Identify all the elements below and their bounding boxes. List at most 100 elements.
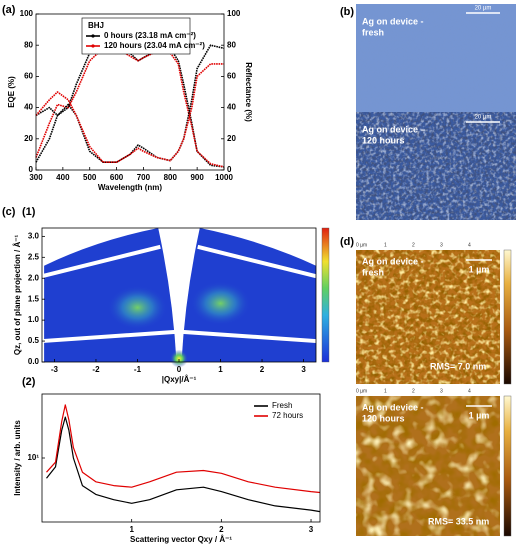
- rms-label: RMS= 7.0 nm: [430, 361, 486, 371]
- legend-box: [250, 398, 314, 424]
- y-tick-label: 60: [24, 72, 33, 81]
- map-region: [181, 228, 316, 362]
- y-axis-label: Qz, out of plane projection / Å⁻¹: [13, 235, 22, 356]
- x-tick-label: 2: [219, 525, 224, 534]
- panel-label: (a): [2, 4, 16, 16]
- x-tick-label: 3: [309, 525, 314, 534]
- y2-tick-label: 40: [227, 103, 236, 112]
- series-line: [46, 404, 321, 494]
- afm-tick-label: 0 µm: [356, 388, 367, 394]
- y2-tick-label: 60: [227, 72, 236, 81]
- y-axis-label: Intensity / arb. units: [13, 420, 22, 496]
- legend-label: Fresh: [272, 401, 292, 410]
- x-tick-label: 900: [190, 173, 204, 182]
- y-tick-label: 40: [24, 103, 33, 112]
- map-glow: [107, 285, 168, 330]
- y2-tick-label: 80: [227, 40, 236, 49]
- y-tick-label: 80: [24, 40, 33, 49]
- afm-tick-label: 1: [384, 388, 387, 394]
- image-caption: fresh: [362, 267, 384, 277]
- detector-gap: [182, 329, 317, 344]
- image-caption: Ag on device -: [362, 16, 424, 26]
- x-tick-label: 3: [301, 365, 306, 374]
- legend-marker: [91, 34, 95, 38]
- panel-label: (c): [2, 206, 16, 218]
- y-tick-label: 0: [29, 165, 34, 174]
- scale-bar-label: 1 µm: [469, 264, 490, 274]
- image-caption: Ag on device –: [362, 124, 426, 134]
- y-tick-label: 0.0: [28, 357, 40, 366]
- x-axis-label: |Qxy|/Å⁻¹: [162, 375, 197, 384]
- y-tick-label: 2.0: [28, 273, 40, 282]
- x-tick-label: 1: [129, 525, 134, 534]
- x-tick-label: 1000: [215, 173, 233, 182]
- image-caption: fresh: [362, 27, 384, 37]
- afm-tick-label: 2: [412, 242, 415, 248]
- y-tick-label: 1.5: [28, 294, 40, 303]
- y-tick-label: 0.5: [28, 336, 40, 345]
- y-tick-label: 10¹: [27, 453, 39, 462]
- series-line: [35, 44, 225, 163]
- scale-bar-label: 20 µm: [475, 6, 492, 12]
- x-tick-label: 700: [137, 173, 151, 182]
- detector-gap: [41, 329, 176, 344]
- y-tick-label: 1.0: [28, 315, 40, 324]
- y2-axis-label: Reflectance (%): [244, 62, 253, 122]
- panel-label: (b): [340, 6, 354, 18]
- rms-label: RMS= 33.5 nm: [428, 516, 489, 526]
- detector-gap: [197, 244, 317, 279]
- x-axis-label: Scattering vector Qxy / Å⁻¹: [130, 535, 232, 544]
- x-tick-label: 800: [164, 173, 178, 182]
- scale-bar-label: 20 µm: [475, 115, 492, 121]
- x-tick-label: 1: [218, 365, 223, 374]
- x-tick-label: -3: [51, 365, 59, 374]
- panel-label: (1): [22, 206, 36, 218]
- y-tick-label: 3.0: [28, 231, 40, 240]
- legend-label: 72 hours: [272, 411, 303, 420]
- y2-tick-label: 20: [227, 134, 236, 143]
- image-caption: Ag on device -: [362, 256, 424, 266]
- series-line: [35, 63, 224, 163]
- x-tick-label: 400: [56, 173, 70, 182]
- image-caption: 120 hours: [362, 135, 405, 145]
- y2-tick-label: 100: [227, 9, 241, 18]
- x-axis-label: Wavelength (nm): [98, 183, 162, 192]
- afm-tick-label: 0 µm: [356, 242, 367, 248]
- x-tick-label: -1: [134, 365, 142, 374]
- x-tick-label: -2: [92, 365, 100, 374]
- image-caption: 120 hours: [362, 413, 405, 423]
- x-tick-label: 300: [29, 173, 43, 182]
- afm-tick-label: 3: [440, 388, 443, 394]
- afm-tick-label: 2: [412, 388, 415, 394]
- afm-tick-label: 3: [440, 242, 443, 248]
- y-axis-label: EQE (%): [7, 76, 16, 108]
- map-glow: [170, 349, 188, 368]
- afm-tick-label: 4: [468, 388, 471, 394]
- legend-label: 0 hours (23.18 mA cm⁻²): [104, 31, 196, 40]
- y-tick-label: 20: [24, 134, 33, 143]
- colorbar: [321, 227, 330, 363]
- panel-label: (d): [340, 236, 354, 248]
- panel-label: (2): [22, 376, 36, 388]
- plot-frame: [35, 13, 225, 171]
- map-glow: [190, 281, 251, 326]
- x-tick-label: 0: [177, 365, 182, 374]
- x-tick-label: 2: [260, 365, 265, 374]
- y2-tick-label: 0: [227, 165, 232, 174]
- afm-image-fresh: 0 µm 1 2 3 4 Ag on device - fresh 1 µm R…: [356, 242, 512, 385]
- afm-tick-label: 1: [384, 242, 387, 248]
- y-tick-label: 2.5: [28, 252, 40, 261]
- detector-gap: [41, 244, 161, 279]
- series-line: [46, 416, 321, 513]
- optical-image-fresh: 20 µm Ag on device - fresh: [356, 4, 516, 112]
- x-tick-label: 500: [83, 173, 97, 182]
- image-caption: Ag on device -: [362, 402, 424, 412]
- afm-image-aged: 0 µm 1 2 3 4 Ag on device - 120 hours 1 …: [356, 388, 512, 537]
- scattering-map: [41, 228, 317, 368]
- legend-marker: [91, 44, 95, 48]
- series-line: [35, 47, 225, 168]
- y-tick-label: 100: [20, 9, 34, 18]
- afm-tick-label: 4: [468, 242, 471, 248]
- scale-bar-label: 1 µm: [469, 410, 490, 420]
- x-tick-label: 600: [110, 173, 124, 182]
